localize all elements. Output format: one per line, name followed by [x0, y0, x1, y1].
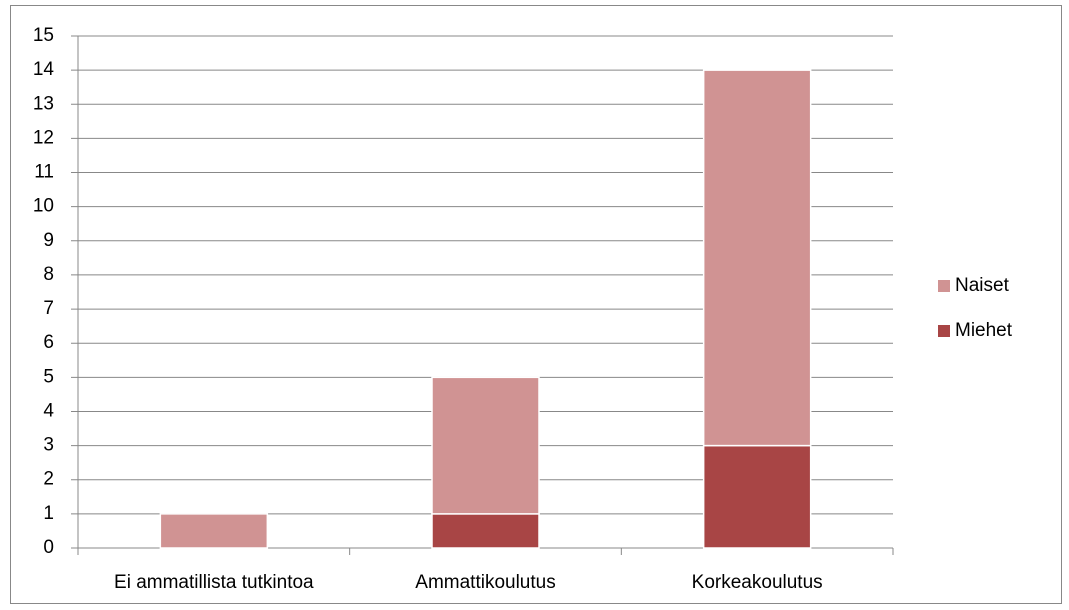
y-tick-label: 5 [43, 366, 54, 387]
legend-swatch [938, 325, 950, 337]
y-tick-label: 11 [34, 162, 54, 183]
x-tick-label: Ei ammatillista tutkintoa [114, 572, 314, 593]
legend-label: Miehet [955, 320, 1013, 341]
x-tick-label: Korkeakoulutus [692, 572, 823, 593]
y-tick-label: 15 [33, 25, 54, 46]
y-tick-label: 1 [43, 503, 54, 524]
y-tick-label: 6 [43, 332, 54, 353]
y-tick-label: 14 [33, 59, 55, 80]
bar-segment [702, 69, 812, 447]
legend-label: Naiset [955, 275, 1010, 296]
x-tick-label: Ammattikoulutus [415, 572, 555, 593]
bar-segment [702, 444, 812, 549]
legend-swatch [938, 280, 950, 292]
y-tick-label: 10 [33, 196, 54, 217]
y-tick-label: 13 [33, 93, 54, 114]
bar-segment [159, 513, 269, 549]
y-tick-label: 7 [43, 298, 54, 319]
y-tick-label: 12 [33, 127, 54, 148]
y-tick-label: 0 [43, 537, 54, 558]
y-tick-label: 9 [43, 230, 54, 251]
y-tick-label: 4 [43, 400, 54, 421]
bar-segment [431, 376, 540, 515]
y-tick-label: 2 [43, 469, 54, 490]
y-tick-label: 8 [43, 264, 54, 285]
bar-segment [431, 513, 540, 549]
y-tick-label: 3 [43, 435, 54, 456]
